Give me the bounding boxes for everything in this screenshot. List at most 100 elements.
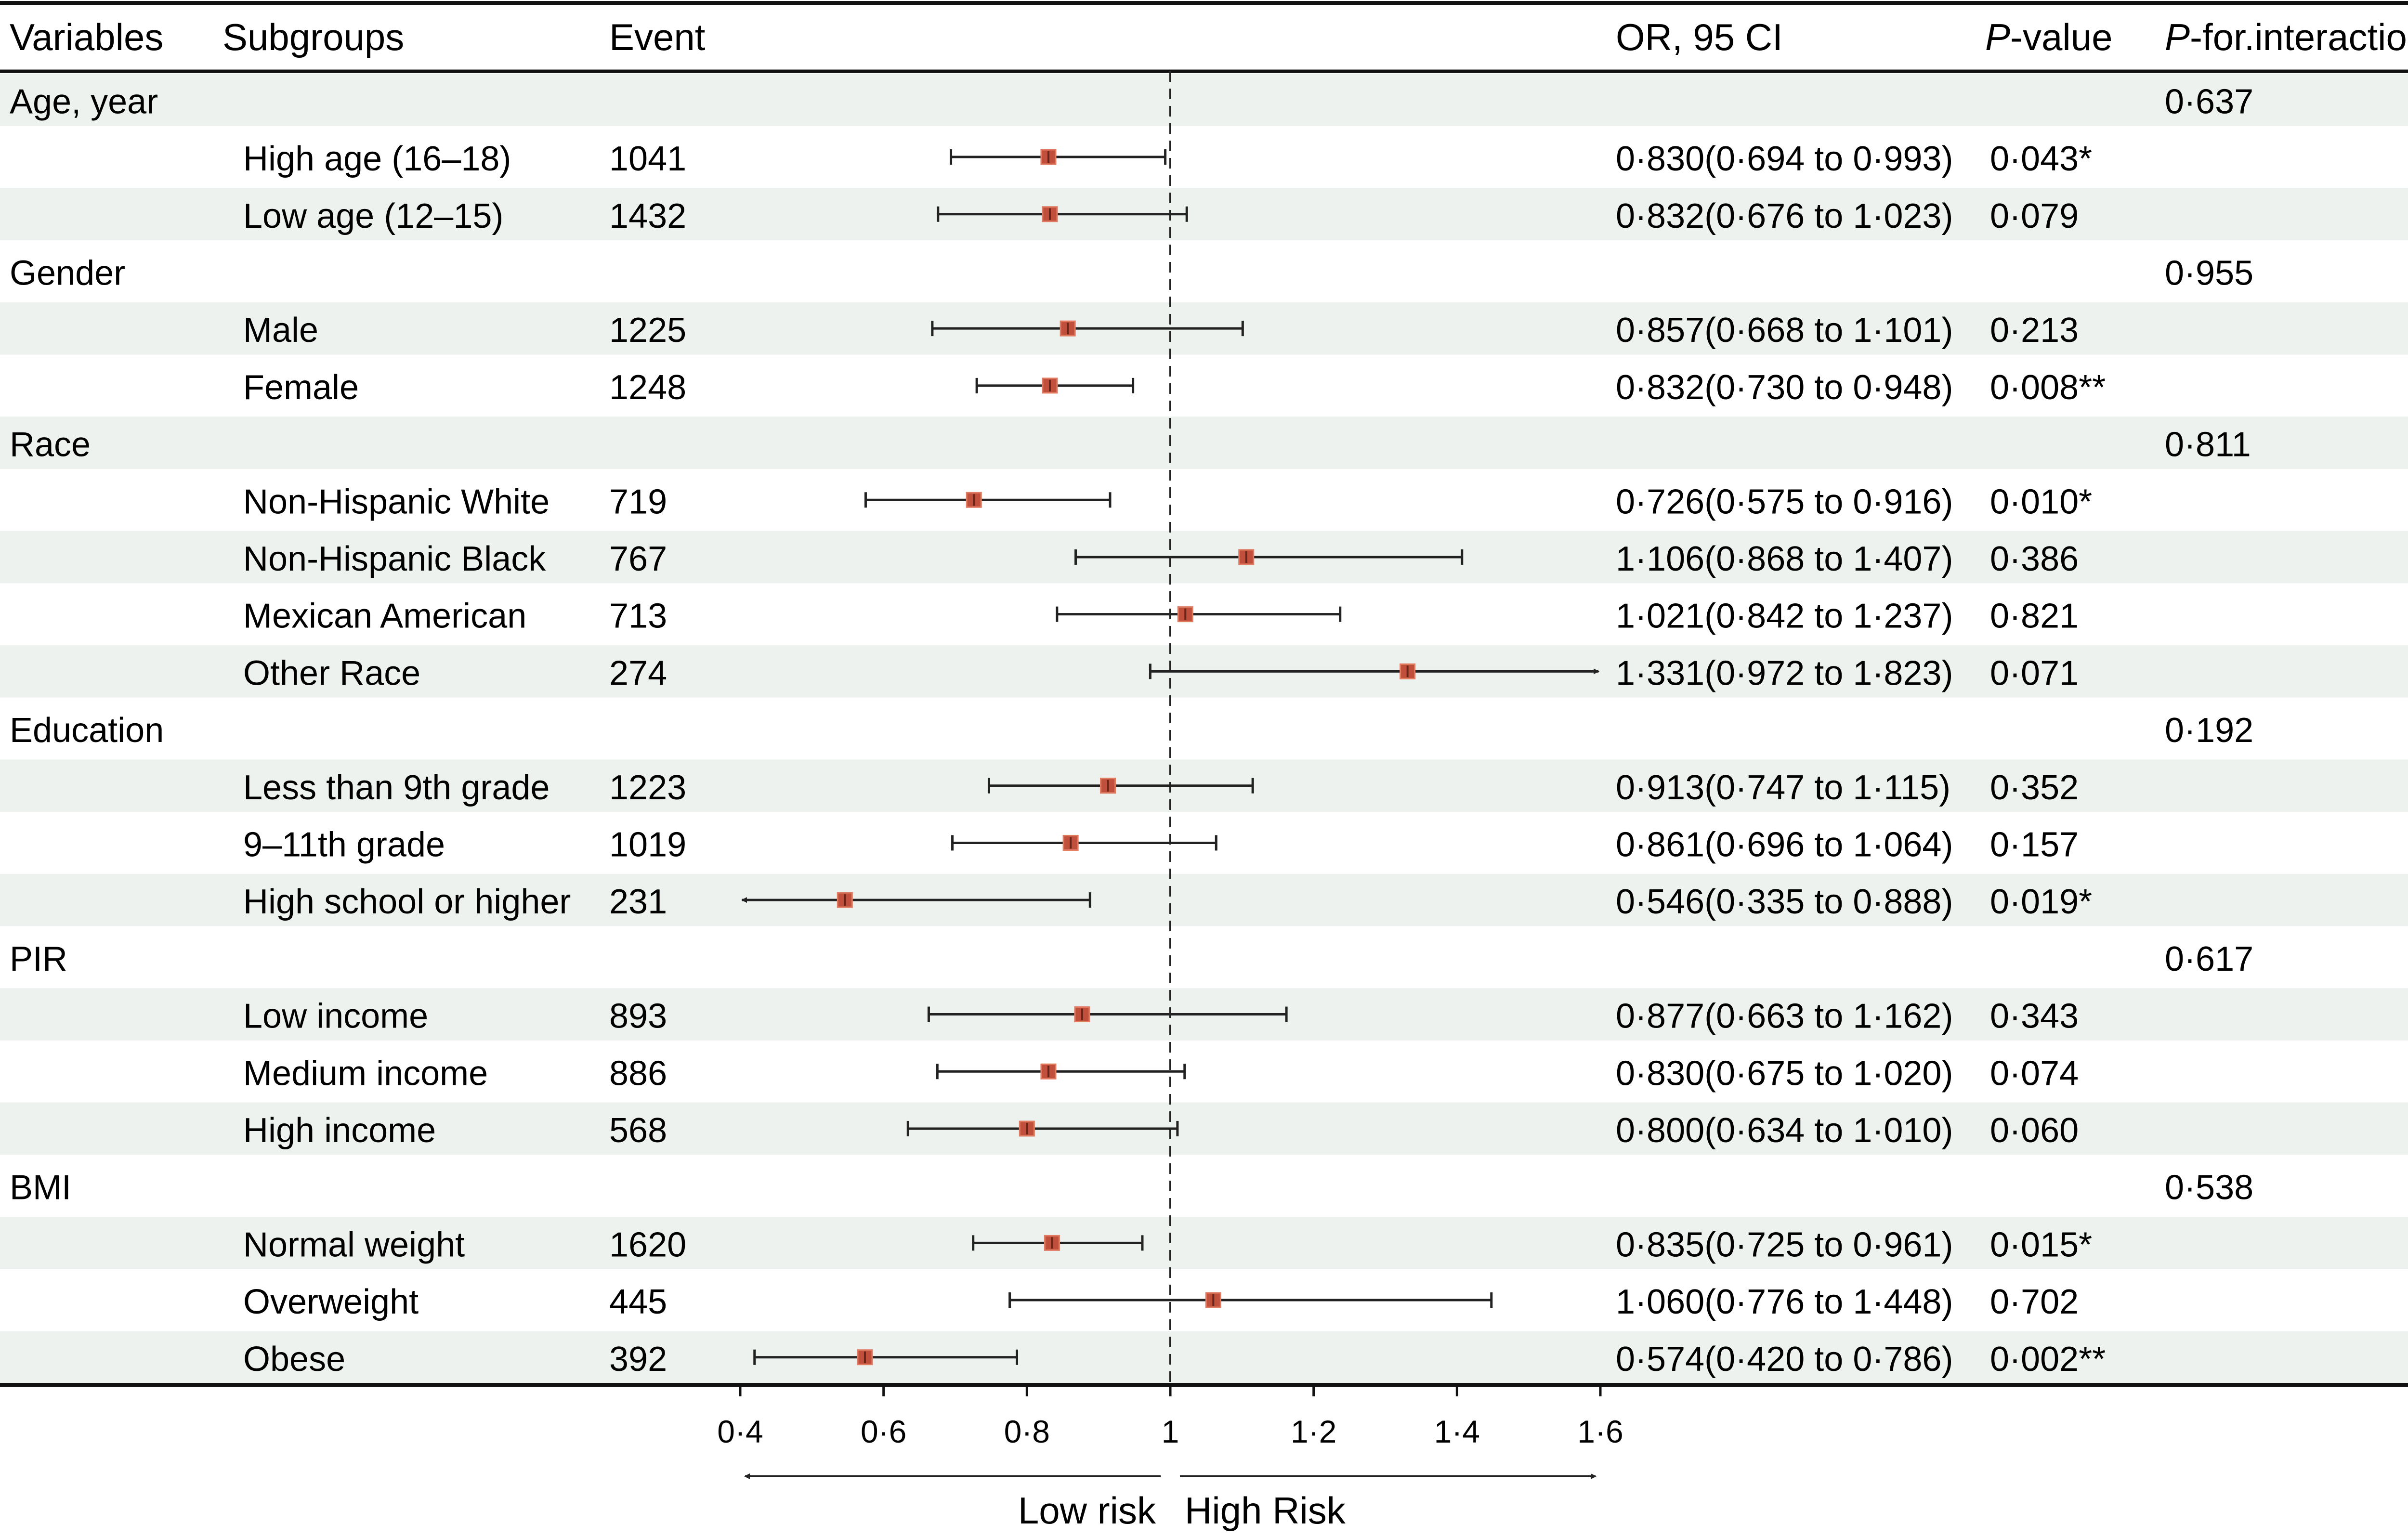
event-count: 886 [609,1054,667,1093]
subgroup-label: Mexican American [243,597,526,636]
p-value: 0·386 [1990,540,2079,578]
x-tick-label: 1·4 [1434,1414,1480,1449]
subgroup-label: Normal weight [243,1225,465,1264]
row-band [0,188,2408,241]
or-ci-text: 0·877(0·663 to 1·162) [1616,997,1953,1036]
header-subgroups: Subgroups [222,16,404,58]
event-count: 1225 [609,311,686,350]
p-value: 0·157 [1990,825,2079,864]
x-tick-label: 0·4 [717,1414,763,1449]
p-value: 0·060 [1990,1111,2079,1150]
p-interaction-value: 0·192 [2165,711,2253,750]
x-tick-label: 1·6 [1577,1414,1623,1449]
x-tick-label: 1·2 [1291,1414,1336,1449]
header-event: Event [609,16,706,58]
event-count: 767 [609,540,667,578]
p-interaction-value: 0·955 [2165,254,2253,292]
p-value: 0·008** [1990,368,2106,407]
p-value: 0·043* [1990,140,2092,178]
high-risk-label: High Risk [1185,1489,1346,1532]
row-band [0,1217,2408,1269]
or-ci-text: 0·861(0·696 to 1·064) [1616,825,1953,864]
p-value: 0·343 [1990,997,2079,1036]
event-count: 1248 [609,368,686,407]
table-header: Variables Subgroups Event OR, 95 CI P-va… [10,16,2408,58]
or-ci-text: 0·857(0·668 to 1·101) [1616,311,1953,350]
subgroup-label: 9–11th grade [243,825,445,864]
event-count: 1019 [609,825,686,864]
variable-label: Race [10,426,91,464]
variable-label: Education [10,711,164,750]
event-count: 568 [609,1111,667,1150]
subgroup-label: Low age (12–15) [243,197,503,235]
event-count: 1432 [609,197,686,235]
event-count: 1223 [609,768,686,807]
forest-marks [741,149,1599,1366]
or-ci-text: 0·546(0·335 to 0·888) [1616,883,1953,921]
x-tick-label: 1 [1162,1414,1179,1449]
subgroup-label: Medium income [243,1054,488,1093]
variable-label: PIR [10,940,67,978]
event-count: 231 [609,883,667,921]
p-value: 0·352 [1990,768,2079,807]
p-interaction-value: 0·617 [2165,940,2253,978]
or-ci-text: 0·574(0·420 to 0·786) [1616,1340,1953,1379]
header-p-value: P-value [1985,16,2112,58]
x-tick-label: 0·6 [861,1414,906,1449]
subgroup-label: Obese [243,1340,345,1379]
variable-label: BMI [10,1169,71,1207]
or-ci-text: 1·331(0·972 to 1·823) [1616,654,1953,692]
p-value: 0·074 [1990,1054,2079,1093]
p-value: 0·015* [1990,1225,2092,1264]
table-rows: Age, year 0·637 High age (16–18) 1041 0·830(… [10,82,2253,1378]
event-count: 1620 [609,1225,686,1264]
header-p-interaction: P-for.interaction [2165,16,2408,58]
or-ci-text: 0·835(0·725 to 0·961) [1616,1225,1953,1264]
p-value: 0·213 [1990,311,2079,350]
header-variables: Variables [10,16,163,58]
subgroup-label: Non-Hispanic White [243,482,550,521]
or-ci-text: 0·726(0·575 to 0·916) [1616,482,1953,521]
row-band [0,1102,2408,1155]
or-ci-text: 0·830(0·694 to 0·993) [1616,140,1953,178]
or-ci-text: 0·832(0·676 to 1·023) [1616,197,1953,235]
event-count: 1041 [609,140,686,178]
event-count: 893 [609,997,667,1036]
subgroup-label: Male [243,311,318,350]
p-value: 0·002** [1990,1340,2106,1379]
header-or-ci: OR, 95 CI [1616,16,1783,58]
low-risk-label: Low risk [1018,1489,1156,1532]
subgroup-label: High age (16–18) [243,140,511,178]
subgroup-label: Non-Hispanic Black [243,540,546,578]
p-interaction-value: 0·637 [2165,82,2253,121]
event-count: 719 [609,482,667,521]
p-value: 0·079 [1990,197,2079,235]
subgroup-label: Female [243,368,359,407]
or-ci-text: 0·830(0·675 to 1·020) [1616,1054,1953,1093]
p-value: 0·702 [1990,1283,2079,1321]
subgroup-label: High income [243,1111,436,1150]
p-interaction-value: 0·538 [2165,1169,2253,1207]
p-value: 0·821 [1990,597,2079,636]
event-count: 445 [609,1283,667,1321]
or-ci-text: 0·832(0·730 to 0·948) [1616,368,1953,407]
row-band [0,873,2408,926]
variable-label: Gender [10,254,125,292]
row-bands [0,74,2408,1384]
p-interaction-value: 0·811 [2165,426,2251,464]
p-value: 0·010* [1990,482,2092,521]
or-ci-text: 0·913(0·747 to 1·115) [1616,768,1950,807]
risk-arrows: Low risk High Risk [744,1473,1597,1532]
p-value: 0·019* [1990,883,2092,921]
row-band [0,1331,2408,1384]
row-band [0,74,2408,126]
or-ci-text: 1·106(0·868 to 1·407) [1616,540,1953,578]
or-ci-text: 1·060(0·776 to 1·448) [1616,1283,1953,1321]
x-axis: 0·4 0·6 0·8 1 1·2 1·4 1·6 [717,1385,1623,1449]
event-count: 274 [609,654,667,692]
x-tick-label: 0·8 [1004,1414,1050,1449]
p-value: 0·071 [1990,654,2079,692]
event-count: 392 [609,1340,667,1379]
subgroup-label: Less than 9th grade [243,768,550,807]
